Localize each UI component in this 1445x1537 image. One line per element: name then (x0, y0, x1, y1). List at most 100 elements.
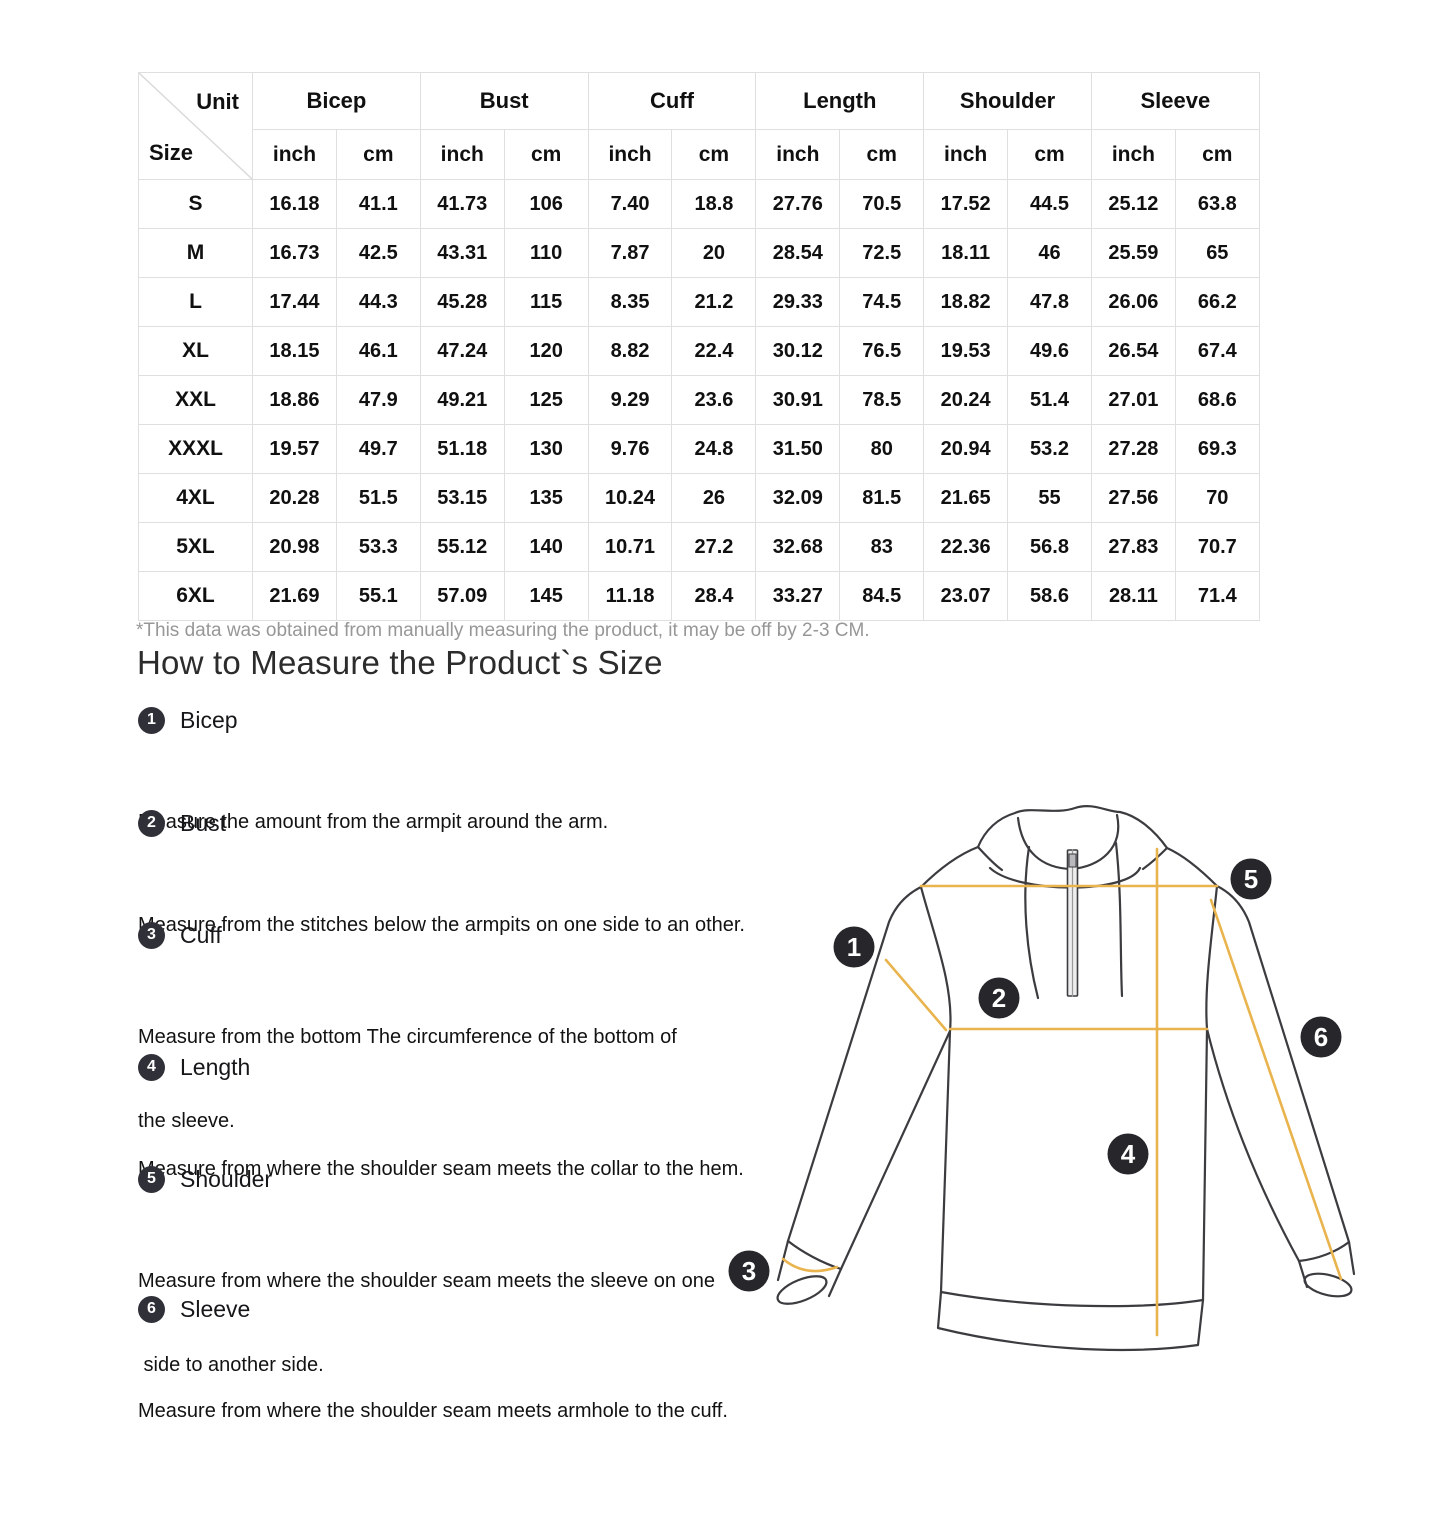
table-row: L 17.44 44.3 45.28 115 8.35 21.2 29.33 74.5 18.82… (138, 277, 1260, 327)
value-cell: 70.5 (839, 179, 925, 229)
value-cell: 55.12 (419, 522, 505, 572)
unit-header: cm (1174, 129, 1260, 180)
step-bicep: 1 Bicep Measure the amount from the armp… (138, 706, 608, 948)
step-number-badge: 3 (138, 921, 165, 949)
value-cell: 22.4 (671, 326, 757, 376)
unit-header: inch (1090, 129, 1176, 180)
hood-fold-right (1141, 846, 1169, 871)
value-cell: 30.12 (755, 326, 841, 376)
step-number-badge: 5 (138, 1165, 165, 1193)
unit-header: cm (839, 129, 925, 180)
column-group-length: Length (755, 72, 925, 130)
value-cell: 51.5 (335, 473, 421, 523)
value-cell: 76.5 (839, 326, 925, 376)
value-cell: 140 (503, 522, 589, 572)
table-unit-row: inch cm inch cm inch cm inch cm inch cm … (139, 129, 1260, 180)
value-cell: 68.6 (1174, 375, 1260, 425)
unit-header: inch (419, 129, 505, 180)
size-cell: 4XL (138, 473, 253, 523)
value-cell: 32.09 (755, 473, 841, 523)
value-cell: 46 (1007, 228, 1092, 278)
hem-band-line (939, 1290, 1205, 1308)
bicep-measure-line (884, 958, 948, 1032)
column-group-sleeve: Sleeve (1090, 72, 1260, 130)
value-cell: 27.2 (671, 522, 757, 572)
size-cell: M (138, 228, 253, 278)
column-group-cuff: Cuff (587, 72, 757, 130)
value-cell: 41.73 (419, 179, 505, 229)
value-cell: 25.59 (1090, 228, 1176, 278)
value-cell: 69.3 (1174, 424, 1260, 474)
value-cell: 20 (671, 228, 757, 278)
value-cell: 20.24 (923, 375, 1009, 425)
step-description: Measure from the stitches below the armp… (138, 855, 745, 1051)
hood-fold-left (976, 845, 1004, 872)
step-description: Measure from where the shoulder seam mee… (138, 1099, 744, 1295)
step-desc-line: Measure from the stitches below the armp… (138, 914, 745, 936)
size-cell: XXL (138, 375, 253, 425)
size-label: Size (149, 140, 194, 165)
value-cell: 27.76 (755, 179, 841, 229)
drawstring-right (1114, 841, 1124, 998)
step-description: Measure from where the shoulder seam mee… (138, 1341, 728, 1537)
value-cell: 17.52 (923, 179, 1009, 229)
value-cell: 16.18 (252, 179, 337, 229)
marker-circle-cuff (728, 1250, 770, 1292)
step-number: 1 (147, 711, 156, 728)
right-sleeve-inner (1205, 1027, 1301, 1263)
value-cell: 27.28 (1090, 424, 1176, 474)
diagram-markers: 1 2 3 4 5 6 (728, 858, 1342, 1292)
value-cell: 20.28 (252, 473, 337, 523)
marker-number-cuff: 3 (742, 1256, 756, 1286)
step-cuff: 3 Cuff Measure from the bottom The circu… (138, 921, 677, 1191)
value-cell: 10.71 (587, 522, 673, 572)
marker-number-length: 4 (1121, 1139, 1136, 1169)
value-cell: 44.3 (335, 277, 421, 327)
value-cell: 27.83 (1090, 522, 1176, 572)
value-cell: 33.27 (755, 571, 841, 621)
step-number: 3 (147, 926, 156, 943)
step-desc-line: Measure from where the shoulder seam mee… (138, 1400, 728, 1422)
step-header: 6 Sleeve (138, 1295, 728, 1323)
size-cell: 6XL (138, 571, 253, 621)
value-cell: 81.5 (839, 473, 925, 523)
step-label: Shoulder (180, 1165, 273, 1192)
value-cell: 47.9 (335, 375, 421, 425)
table-row: XXL 18.86 47.9 49.21 125 9.29 23.6 30.91 78.5 20.… (138, 375, 1260, 425)
table-row: S 16.18 41.1 41.73 106 7.40 18.8 27.76 70.5 17.52… (138, 179, 1260, 229)
value-cell: 18.82 (923, 277, 1009, 327)
value-cell: 25.12 (1090, 179, 1176, 229)
value-cell: 47.8 (1007, 277, 1092, 327)
table-row: XL 18.15 46.1 47.24 120 8.82 22.4 30.12 76.5 19.5… (138, 326, 1260, 376)
value-cell: 41.1 (335, 179, 421, 229)
marker-number-bicep: 1 (847, 932, 861, 962)
step-number: 6 (147, 1300, 156, 1317)
step-number-badge: 1 (138, 706, 165, 734)
value-cell: 84.5 (839, 571, 925, 621)
marker-circle-bust (978, 977, 1020, 1019)
value-cell: 28.11 (1090, 571, 1176, 621)
value-cell: 110 (503, 228, 589, 278)
value-cell: 18.15 (252, 326, 337, 376)
value-cell: 130 (503, 424, 589, 474)
value-cell: 28.4 (671, 571, 757, 621)
howto-title: How to Measure the Product`s Size (137, 644, 663, 681)
value-cell: 53.3 (335, 522, 421, 572)
value-cell: 58.6 (1007, 571, 1092, 621)
value-cell: 7.40 (587, 179, 673, 229)
value-cell: 55 (1007, 473, 1092, 523)
value-cell: 26 (671, 473, 757, 523)
table-row: 6XL 21.69 55.1 57.09 145 11.18 28.4 33.27 84.5 23… (138, 571, 1260, 621)
step-number-badge: 6 (138, 1295, 165, 1323)
value-cell: 47.24 (419, 326, 505, 376)
value-cell: 26.06 (1090, 277, 1176, 327)
value-cell: 31.50 (755, 424, 841, 474)
value-cell: 65 (1174, 228, 1260, 278)
value-cell: 45.28 (419, 277, 505, 327)
table-row: 4XL 20.28 51.5 53.15 135 10.24 26 32.09 81.5 21.6… (138, 473, 1260, 523)
value-cell: 125 (503, 375, 589, 425)
marker-number-sleeve: 6 (1314, 1022, 1328, 1052)
table-footnote: *This data was obtained from manually me… (136, 620, 870, 641)
step-description: Measure the amount from the armpit aroun… (138, 752, 608, 948)
value-cell: 20.94 (923, 424, 1009, 474)
